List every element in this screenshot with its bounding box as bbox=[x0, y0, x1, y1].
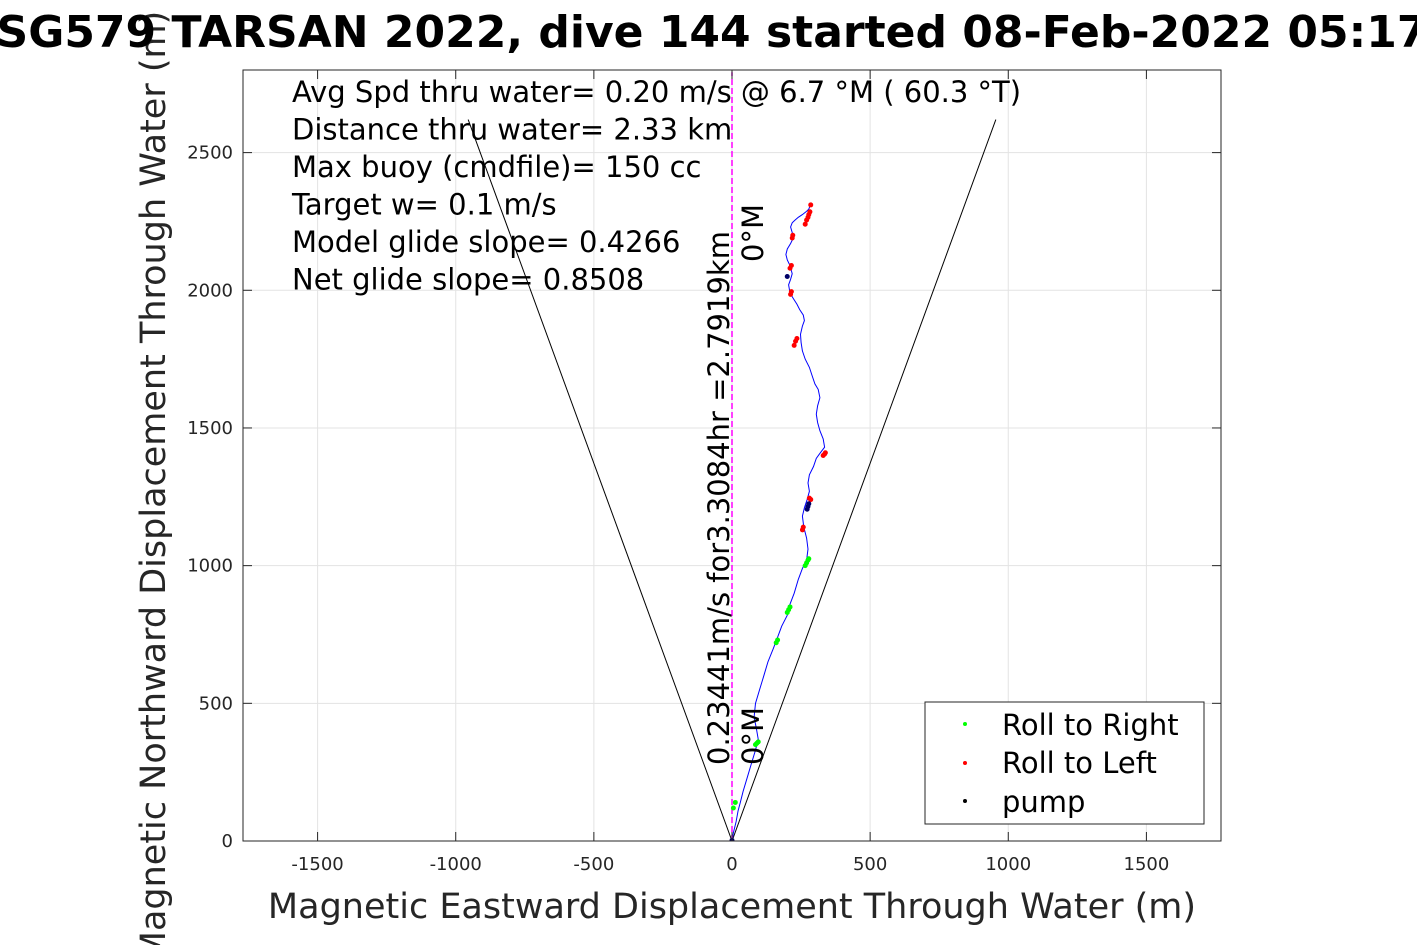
pump-point bbox=[784, 274, 790, 280]
legend-marker-roll-left bbox=[963, 761, 967, 765]
roll-left-point bbox=[822, 450, 828, 456]
roll-left-point bbox=[807, 209, 813, 215]
roll-right-point bbox=[752, 742, 758, 748]
y-tick-label: 500 bbox=[199, 693, 233, 714]
glide-bound-left bbox=[467, 119, 733, 841]
series-track-line bbox=[731, 204, 826, 841]
roll-right-point bbox=[730, 805, 736, 811]
y-axis-title: Magnetic Northward Displacement Through … bbox=[134, 11, 174, 945]
y-tick-label: 2000 bbox=[187, 280, 233, 301]
roll-left-point bbox=[800, 524, 806, 530]
annotation-line: Net glide slope= 0.8508 bbox=[292, 263, 644, 297]
y-tick-label: 0 bbox=[222, 831, 233, 852]
annotation-block: Avg Spd thru water= 0.20 m/s @ 6.7 °M ( … bbox=[291, 75, 1021, 297]
x-tick-label: -1500 bbox=[291, 854, 343, 875]
heading-label-top: 0°M bbox=[736, 204, 770, 262]
x-tick-label: -1000 bbox=[430, 854, 482, 875]
legend-label-pump: pump bbox=[1002, 785, 1085, 819]
x-axis-title: Magnetic Eastward Displacement Through W… bbox=[268, 887, 1196, 927]
roll-left-point bbox=[808, 202, 814, 208]
roll-left-point bbox=[788, 289, 794, 295]
series-group bbox=[731, 72, 826, 841]
legend-label-roll-right: Roll to Right bbox=[1002, 708, 1179, 742]
legend: Roll to Right Roll to Left pump bbox=[924, 701, 1205, 825]
y-tick-label: 2500 bbox=[187, 143, 233, 164]
x-tick-label: 1500 bbox=[1124, 854, 1170, 875]
annotation-line: Max buoy (cmdfile)= 150 cc bbox=[292, 150, 701, 184]
legend-label-roll-left: Roll to Left bbox=[1002, 746, 1157, 780]
annotation-line: Distance thru water= 2.33 km bbox=[292, 113, 732, 147]
legend-marker-roll-right bbox=[963, 722, 967, 726]
heading-label-bottom: 0°M bbox=[736, 707, 770, 765]
glide-bound-right bbox=[731, 119, 997, 841]
x-tick-label: 1000 bbox=[985, 854, 1031, 875]
marker-group bbox=[729, 202, 828, 841]
y-tick-label: 1500 bbox=[187, 418, 233, 439]
x-tick-label: 500 bbox=[853, 854, 887, 875]
legend-box bbox=[924, 701, 1205, 825]
roll-left-point bbox=[790, 232, 796, 238]
current-vector-label: 0.23441m/s for3.3084hr =2.7919km bbox=[702, 231, 736, 765]
y-tick-label: 1000 bbox=[187, 556, 233, 577]
chart-title: SG579 TARSAN 2022, dive 144 started 08-F… bbox=[0, 7, 1417, 58]
glide-bounds bbox=[467, 119, 997, 841]
roll-left-point bbox=[788, 263, 794, 269]
pump-point bbox=[806, 501, 812, 507]
annotation-line: Avg Spd thru water= 0.20 m/s @ 6.7 °M ( … bbox=[292, 75, 1021, 109]
roll-right-point bbox=[806, 556, 812, 562]
roll-left-point bbox=[808, 497, 814, 503]
roll-left-point bbox=[802, 221, 808, 227]
ticks: -1500 -1000 -500 0 500 1000 1500 0 500 1000 1500 20… bbox=[187, 70, 1221, 875]
roll-right-point bbox=[732, 799, 738, 805]
annotation-line: Target w= 0.1 m/s bbox=[291, 188, 557, 222]
x-tick-label: 0 bbox=[726, 854, 737, 875]
roll-right-point bbox=[787, 604, 793, 610]
roll-right-point bbox=[775, 637, 781, 643]
roll-left-point bbox=[791, 342, 797, 348]
annotation-line: Model glide slope= 0.4266 bbox=[292, 225, 680, 259]
roll-left-point bbox=[794, 335, 800, 341]
x-tick-label: -500 bbox=[573, 854, 614, 875]
legend-marker-pump bbox=[963, 799, 967, 803]
